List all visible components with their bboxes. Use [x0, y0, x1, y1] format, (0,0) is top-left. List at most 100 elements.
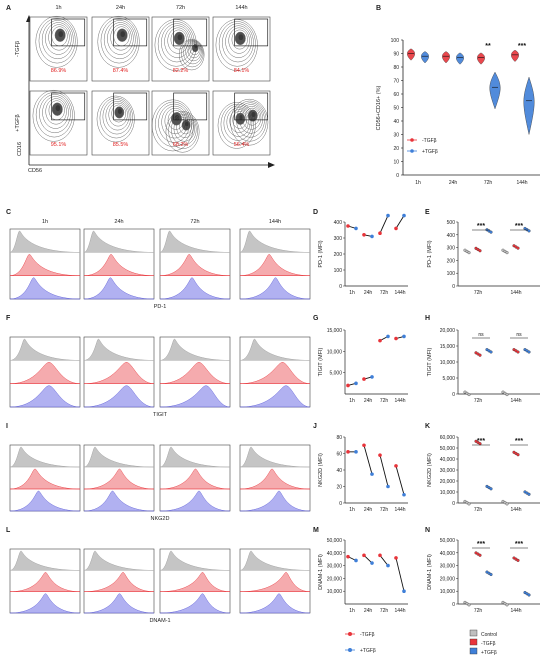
dot-plus-tgfb — [489, 350, 493, 354]
violin-plus-tgfb — [523, 76, 535, 135]
panel-letter-i: I — [6, 423, 8, 430]
dot-plus-tgfb — [527, 229, 531, 233]
gate-percent: 82.2% — [173, 68, 189, 74]
minus-tgfb-point — [394, 464, 398, 468]
y-tick-label: 10,000 — [327, 349, 343, 355]
contour-line — [250, 111, 257, 118]
contour-line — [45, 98, 67, 125]
control-peak — [9, 230, 81, 253]
minus-tgfb-peak — [83, 572, 155, 592]
dot-minus-tgfb — [516, 350, 520, 354]
gate-percent: 85.5% — [113, 142, 129, 148]
histogram-panels: 1h 24h 72h 144h PD-1 TIGIT NKG2D DNAM-1 — [9, 219, 311, 624]
y-tick-label: 10,000 — [440, 490, 456, 496]
plus-tgfb-peak — [239, 490, 311, 512]
y-tick-label: 10 — [393, 160, 399, 166]
panel-letter-m: M — [313, 527, 319, 534]
contour-line — [100, 18, 138, 64]
contour-line — [217, 102, 256, 149]
control-peak — [159, 446, 231, 468]
minus-tgfb-peak — [83, 254, 155, 276]
x-tick-label: 72h — [380, 398, 389, 404]
y-axis-label: TIGIT (MFI) — [318, 348, 324, 377]
y-tick-label: 30,000 — [440, 564, 456, 570]
legend-box-label: Control — [481, 632, 497, 638]
contour-line — [222, 23, 254, 63]
minus-tgfb-point — [346, 383, 350, 388]
contour-line — [35, 15, 78, 68]
gate-box — [173, 92, 208, 121]
contour-line — [39, 94, 71, 134]
contour-line — [151, 99, 194, 152]
control-peak — [9, 446, 81, 468]
panel-b-violin-chart: 0 10 20 30 40 50 60 70 80 90 100 CD56+CD16+ (%) 1h 24… — [376, 38, 540, 186]
control-peak — [83, 230, 155, 253]
histogram-marker-label: DNAM-1 — [149, 618, 170, 624]
plus-tgfb-point — [386, 484, 390, 489]
y-tick-label: 50,000 — [327, 538, 343, 544]
dot-minus-tgfb — [478, 353, 482, 357]
plus-tgfb-peak — [159, 490, 231, 512]
x-tick-label: 72h — [474, 608, 483, 614]
contour-density — [96, 95, 135, 143]
contour-line — [110, 24, 132, 51]
histogram-timepoint: 72h — [190, 219, 199, 225]
contour-line — [107, 22, 134, 55]
x-tick-label: 1h — [349, 398, 355, 404]
plus-tgfb-point — [354, 381, 358, 386]
contour-plot-frame — [29, 16, 88, 82]
contour-line — [177, 33, 183, 41]
contour-line — [225, 25, 252, 58]
y-axis-label: CD56+CD16+ (%) — [376, 86, 382, 131]
violin-plus-tgfb — [456, 52, 464, 65]
x-tick-label: 72h — [380, 608, 389, 614]
plus-tgfb-point — [402, 492, 406, 497]
dot-control — [467, 393, 471, 397]
panel-letter-n: N — [425, 527, 430, 534]
legend-box-label: +TGFβ — [481, 650, 497, 656]
minus-tgfb-peak — [239, 362, 311, 384]
y-tick-label: 15,000 — [327, 328, 343, 334]
minus-tgfb-peak — [159, 468, 231, 490]
plus-tgfb-peak — [159, 593, 231, 614]
violin-plus-tgfb — [421, 51, 429, 64]
y-tick-label: 100 — [447, 271, 456, 277]
contour-line — [41, 20, 74, 60]
control-peak — [159, 338, 231, 361]
dot-control — [467, 251, 471, 255]
minus-tgfb-point — [362, 443, 366, 448]
x-tick-label: 72h — [474, 398, 483, 404]
panel-letter-a: A — [6, 5, 11, 12]
gate-percent: 95.1% — [51, 142, 67, 148]
minus-tgfb-point — [362, 233, 366, 237]
y-tick-label: 5,000 — [329, 371, 342, 377]
dot-minus-tgfb — [478, 249, 482, 253]
row-label-minus-tgfb: -TGFβ — [15, 41, 21, 57]
y-tick-label: 40 — [393, 119, 399, 125]
minus-tgfb-point — [346, 554, 350, 559]
legend-label-plus-tgfb: +TGFβ — [360, 648, 376, 654]
legend-label-minus-tgfb: -TGFβ — [422, 138, 437, 144]
plus-tgfb-peak — [83, 277, 155, 300]
minus-tgfb-point — [378, 338, 382, 343]
legend-swatch — [469, 638, 478, 646]
control-peak — [9, 550, 81, 571]
gate-percent: 56.4% — [234, 142, 250, 148]
contour-density — [32, 89, 75, 142]
gate-percent: 86.9% — [51, 68, 67, 74]
legend-label-minus-tgfb: -TGFβ — [360, 632, 375, 638]
y-tick-label: 40,000 — [327, 551, 343, 557]
gate-percent: 68.2% — [173, 142, 189, 148]
y-axis-label: DNAM-1 (MFI) — [427, 554, 433, 590]
histogram-marker-label: PD-1 — [154, 304, 167, 310]
y-tick-label: 20,000 — [327, 576, 343, 582]
plus-tgfb-peak — [9, 385, 81, 408]
y-tick-label: 40,000 — [440, 457, 456, 463]
minus-tgfb-point — [378, 453, 382, 457]
violin-minus-tgfb — [442, 51, 450, 64]
minus-tgfb-peak — [239, 254, 311, 276]
control-peak — [239, 550, 311, 571]
y-tick-label: 50,000 — [440, 446, 456, 452]
paired-line — [379, 555, 389, 566]
paired-line — [363, 445, 373, 475]
